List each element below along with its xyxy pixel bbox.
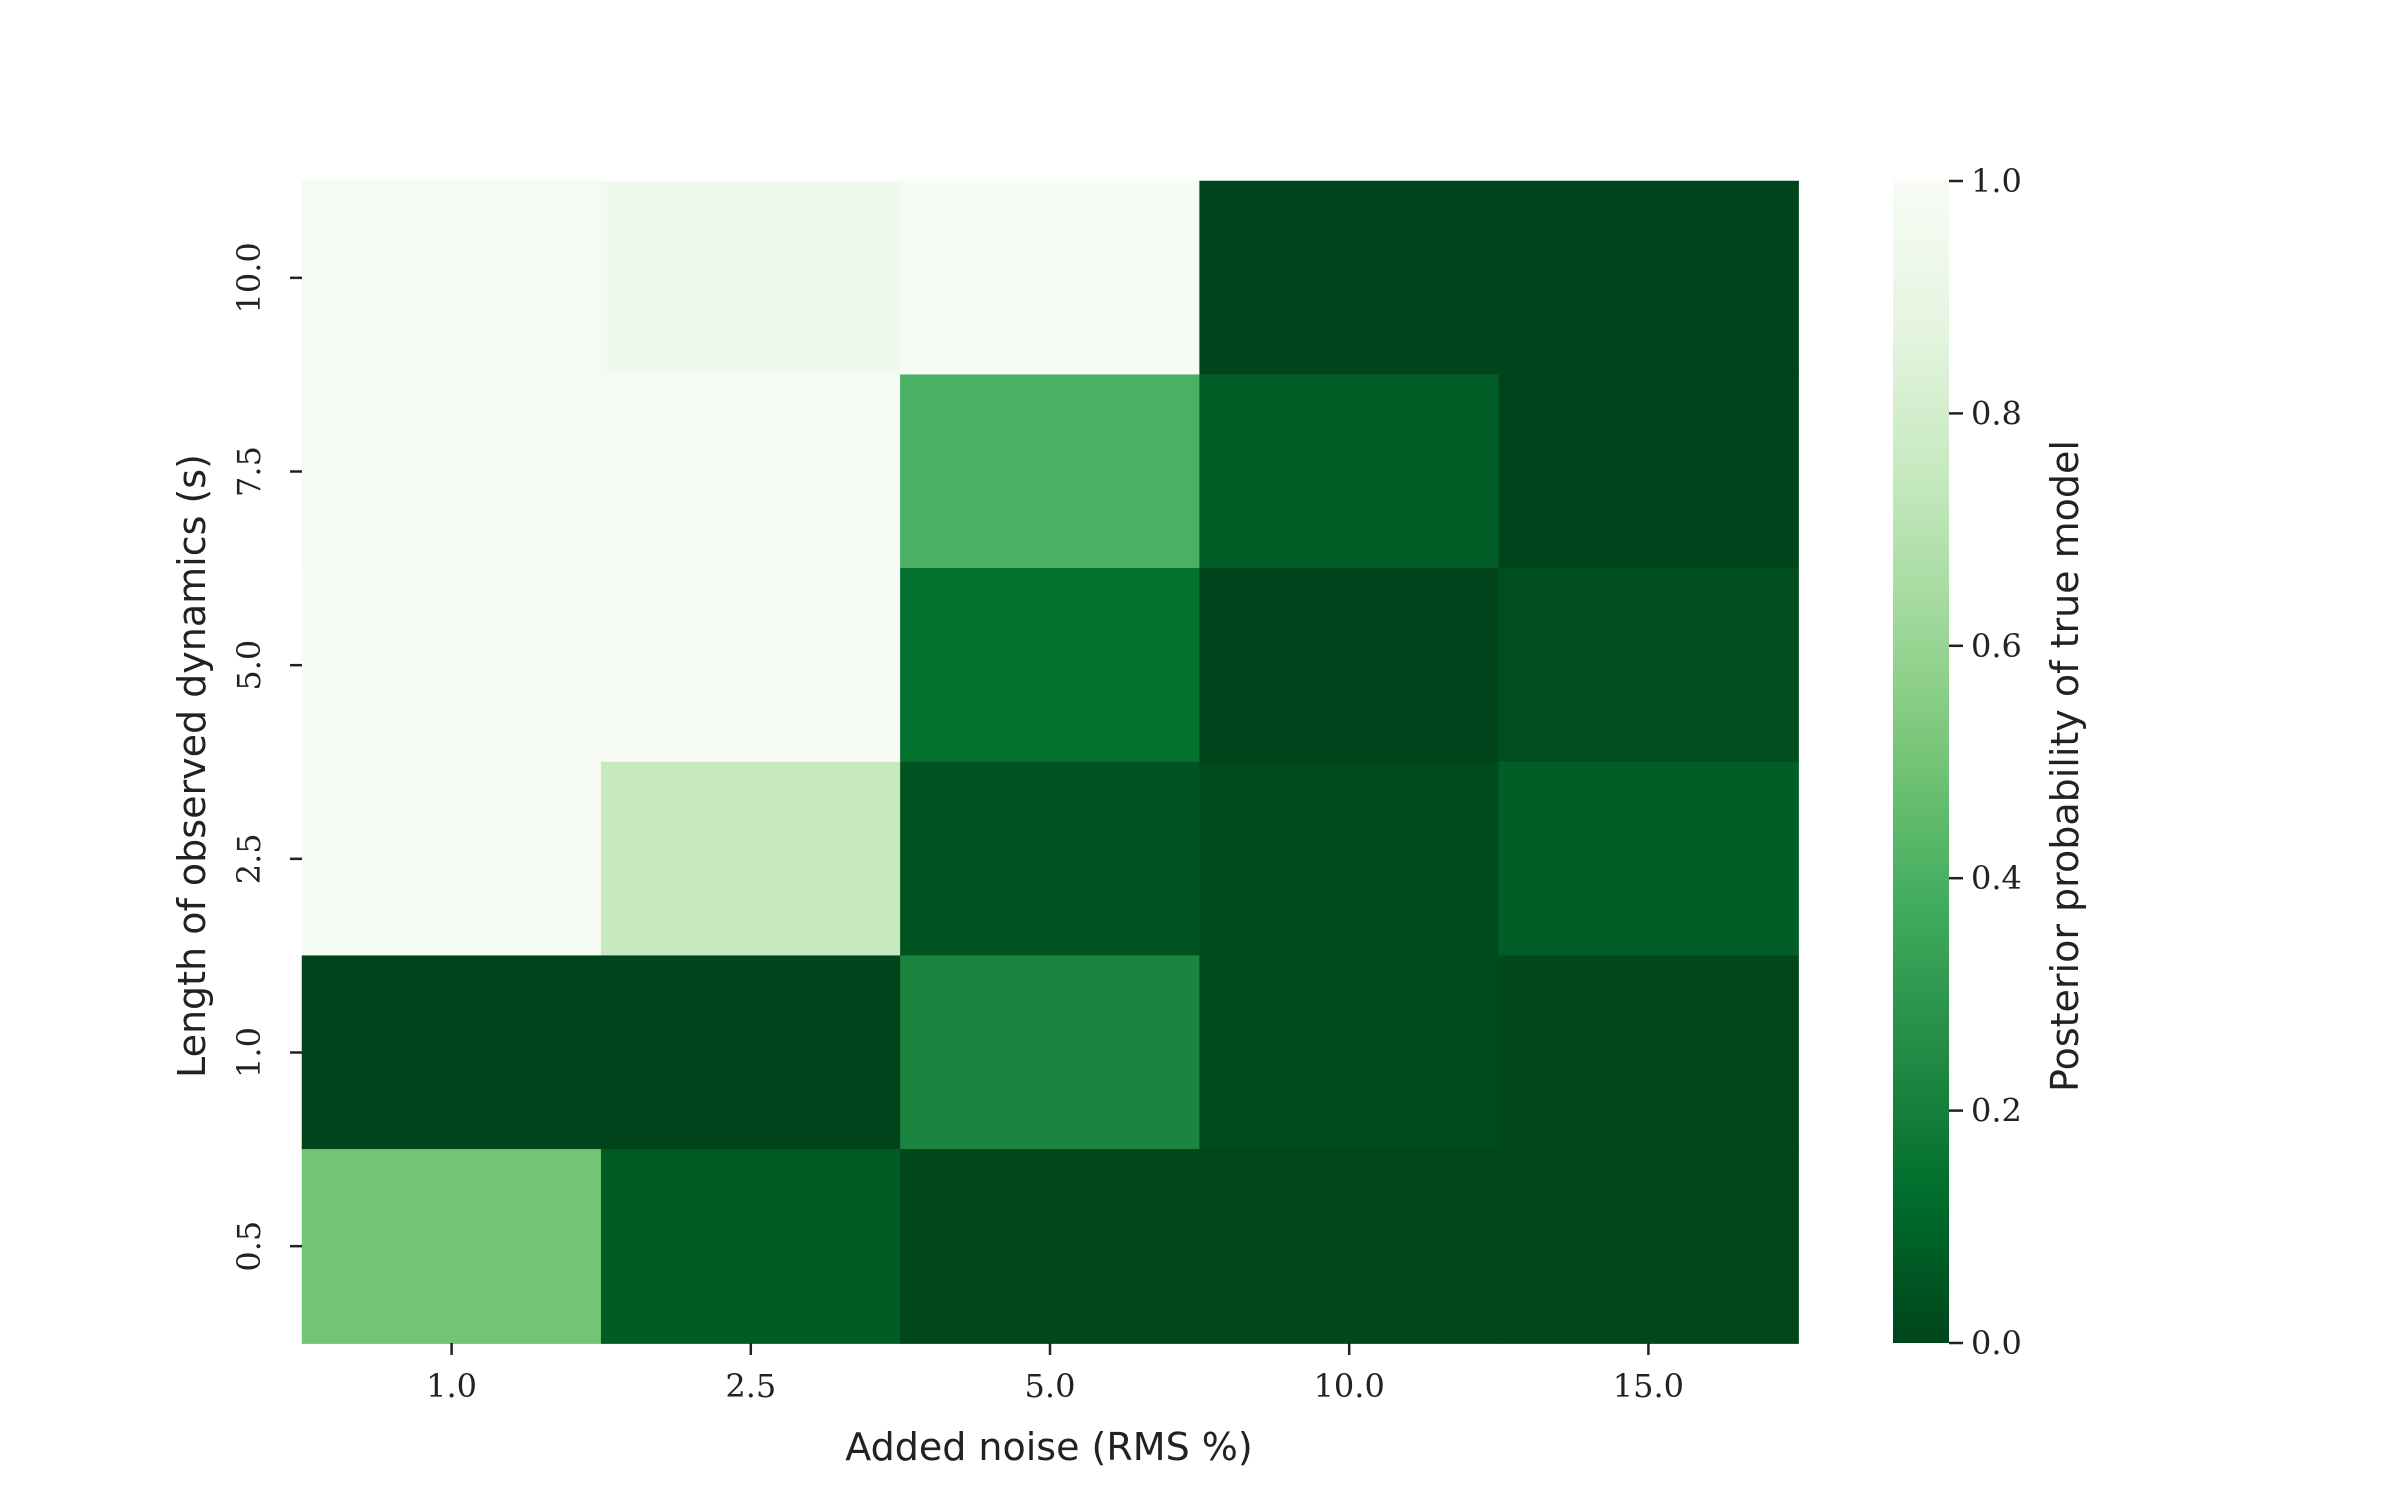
x-axis-label: Added noise (RMS %) [845,1425,1252,1469]
colorbar-tick-label: 1.0 [1971,162,2022,200]
heatmap-cell [900,568,1201,763]
heatmap-cell [301,374,603,570]
heatmap-cell [1199,374,1500,570]
colorbar-tick-label: 0.0 [1971,1324,2022,1362]
y-tick-label: 10.0 [230,242,268,313]
heatmap-cell [900,374,1201,570]
heatmap-cell [1498,955,1799,1151]
heatmap-cell [1498,568,1799,763]
heatmap-cell [1498,761,1799,957]
x-tick-label: 1.0 [426,1367,477,1405]
colorbar-tick-label: 0.8 [1971,394,2022,432]
x-tick-label: 15.0 [1613,1367,1684,1405]
colorbar-label: Posterior probability of true model [2043,440,2087,1092]
heatmap-cell [1498,180,1799,376]
x-axis-ticks: 1.0 2.5 5.0 10.0 15.0 [426,1343,1684,1405]
heatmap-cells [301,180,1799,1344]
heatmap-cell [1199,1149,1500,1344]
y-tick-label: 0.5 [230,1221,268,1272]
y-tick-label: 2.5 [230,833,268,884]
heatmap-cell [301,1149,603,1344]
heatmap-cell [600,1149,902,1344]
x-tick-label: 5.0 [1025,1367,1076,1405]
heatmap-cell [600,374,902,570]
heatmap-cell [301,568,603,763]
colorbar-ticks: 0.0 0.2 0.4 0.6 0.8 1.0 [1949,162,2022,1362]
x-tick-label: 2.5 [725,1367,776,1405]
heatmap-cell [900,761,1201,957]
heatmap-cell [600,761,902,957]
heatmap-cell [600,568,902,763]
x-tick-label: 10.0 [1314,1367,1385,1405]
y-axis-ticks: 10.0 7.5 5.0 2.5 1.0 0.5 [230,242,302,1272]
y-tick-label: 7.5 [230,446,268,497]
heatmap-cell [1199,180,1500,376]
colorbar-gradient [1893,181,1949,1343]
y-tick-label: 1.0 [230,1027,268,1078]
heatmap-cell [1199,955,1500,1151]
heatmap-cell [900,1149,1201,1344]
heatmap-cell [301,761,603,957]
heatmap-cell [1498,374,1799,570]
heatmap-cell [1199,761,1500,957]
heatmap-cell [600,180,902,376]
heatmap-cell [1199,568,1500,763]
y-axis-label: Length of observed dynamics (s) [170,454,214,1078]
heatmap-cell [301,180,603,376]
colorbar [1893,181,1949,1343]
heatmap-cell [1498,1149,1799,1344]
colorbar-tick-label: 0.6 [1971,627,2022,665]
colorbar-tick-label: 0.4 [1971,859,2022,897]
y-tick-label: 5.0 [230,640,268,691]
colorbar-tick-label: 0.2 [1971,1092,2022,1130]
heatmap-cell [600,955,902,1151]
heatmap-cell [301,955,603,1151]
heatmap-cell [900,955,1201,1151]
heatmap-cell [900,180,1201,376]
